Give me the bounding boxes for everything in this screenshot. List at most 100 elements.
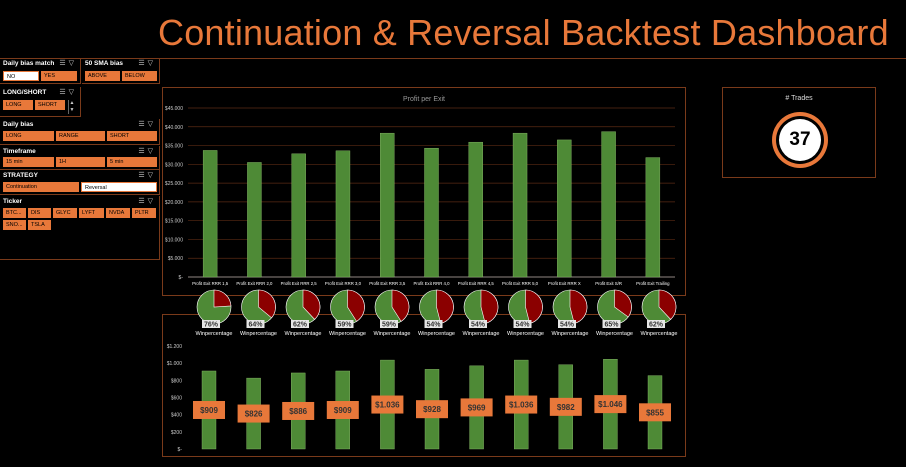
y-tick-label: $35.000 (165, 144, 183, 150)
clear-filter-icon[interactable]: ▽ (147, 172, 156, 179)
multi-select-icon[interactable]: ☰ (138, 60, 148, 67)
slicer-item-no[interactable]: NO (3, 71, 39, 81)
pie-value-box (335, 320, 354, 328)
pie-caption: Winpercentage (596, 331, 633, 337)
slicer-item-above[interactable]: ABOVE (85, 71, 120, 81)
slicer-item-long[interactable]: LONG (3, 131, 54, 141)
pie-value-box (513, 320, 532, 328)
slicer-item-dis[interactable]: DIS (28, 208, 51, 218)
pie-caption: Winpercentage (463, 331, 500, 337)
win-amount-chart-svg: $- $200 $400 $600 $800 $1.000 $1.200 $909 $826 $8… (167, 344, 671, 453)
multi-select-icon[interactable]: ☰ (138, 148, 148, 155)
slicer-item-btc[interactable]: BTC... (3, 208, 26, 218)
slicer-item-5min[interactable]: 5 min (107, 157, 157, 167)
slicer-icons[interactable]: ☰▽ (59, 88, 77, 96)
y-tick-label: $600 (171, 396, 182, 402)
scroll-up-icon[interactable]: ▲ (69, 100, 75, 106)
slicer-item-1h[interactable]: 1H (56, 157, 105, 167)
pie-caption: Winpercentage (507, 331, 544, 337)
y-tick-label: $30.000 (165, 162, 183, 168)
pie-loss-slice (302, 289, 321, 320)
win-value-box (282, 401, 315, 420)
slicer-icons[interactable]: ☰▽ (138, 59, 156, 67)
multi-select-icon[interactable]: ☰ (138, 172, 148, 179)
slicer-daily-bias-match: Daily bias match ☰▽ NO YES (0, 58, 81, 84)
pie-loss-slice (436, 289, 454, 324)
slicer-panel: Daily bias match ☰▽ NO YES 50 SMA bias ☰… (0, 58, 160, 260)
trades-ring-gap: 37 (776, 116, 824, 164)
multi-select-icon[interactable]: ☰ (138, 198, 148, 205)
y-tick-label: $25.000 (165, 181, 183, 187)
slicer-daily-bias: Daily bias ☰▽ LONG RANGE SHORT (0, 119, 160, 145)
slicer-icons[interactable]: ☰▽ (138, 147, 156, 155)
pie-caption: Winpercentage (240, 331, 277, 337)
slicer-item-tsla[interactable]: TSLA (28, 220, 51, 230)
clear-filter-icon[interactable]: ▽ (68, 89, 77, 96)
slicer-item-reversal[interactable]: Reversal (81, 182, 157, 192)
pie-loss-slice (658, 289, 677, 320)
pie-loss-slice (480, 289, 499, 324)
multi-select-icon[interactable]: ☰ (59, 60, 69, 67)
y-tick-label: $10.000 (165, 237, 183, 243)
clear-filter-icon[interactable]: ▽ (147, 148, 156, 155)
slicer-item-nvda[interactable]: NVDA (106, 208, 130, 218)
slicer-item-short[interactable]: SHORT (107, 131, 157, 141)
pie-value-label: 65% (604, 322, 619, 329)
pie-value-box (380, 320, 398, 328)
slicer-scrollbar[interactable]: ▲ ▼ (68, 100, 75, 114)
pie-value-box (602, 320, 621, 328)
clear-filter-icon[interactable]: ▽ (147, 121, 156, 128)
pie-value-label: 54% (560, 322, 575, 329)
pie-loss-slice (569, 289, 588, 324)
slicer-item-pltr[interactable]: PLTR (132, 208, 156, 218)
y-tick-label: $5.000 (168, 256, 184, 262)
pie-loss-slice (614, 289, 632, 318)
x-tick-label: Profit Exit Trailing (636, 281, 670, 286)
pie-caption: Winpercentage (418, 331, 455, 337)
slicer-long-short: LONG/SHORT ☰▽ LONG SHORT ▲ ▼ (0, 87, 81, 117)
multi-select-icon[interactable]: ☰ (59, 89, 69, 96)
slicer-item-continuation[interactable]: Continuation (3, 182, 79, 192)
slicer-item-yes[interactable]: YES (41, 71, 77, 81)
pie-loss-slice (213, 289, 232, 308)
pie-value-box (246, 320, 265, 328)
slicer-icons[interactable]: ☰▽ (138, 171, 156, 179)
slicer-strategy: STRATEGY ☰▽ Continuation Reversal (0, 170, 160, 195)
winpercentage-pies: 76% Winpercentage 64% Winpercentage 62% Winpe… (196, 289, 678, 337)
clear-filter-icon[interactable]: ▽ (147, 198, 156, 205)
win-value-box (237, 404, 270, 423)
slicer-icons[interactable]: ☰▽ (138, 197, 156, 205)
slicer-item-below[interactable]: BELOW (122, 71, 157, 81)
slicer-item-range[interactable]: RANGE (56, 131, 105, 141)
profit-bar (468, 141, 483, 278)
pie-value-label: 64% (248, 322, 263, 329)
slicer-item-long[interactable]: LONG (3, 100, 33, 110)
x-tick-label: Profit Exit RRR 2,5 (281, 281, 318, 286)
y-tick-label: $800 (171, 378, 182, 384)
profit-bar (247, 162, 262, 278)
slicer-title: STRATEGY (3, 172, 38, 179)
slicer-icons[interactable]: ☰▽ (138, 120, 156, 128)
y-tick-label: $200 (171, 430, 182, 436)
slicer-item-sno[interactable]: SNO... (3, 220, 26, 230)
slicer-item-15min[interactable]: 15 min (3, 157, 54, 167)
scroll-down-icon[interactable]: ▼ (69, 107, 75, 113)
slicer-item-short[interactable]: SHORT (35, 100, 65, 110)
trades-ring: 37 (772, 112, 828, 168)
pie-value-label: 76% (204, 322, 219, 329)
profit-bar (645, 157, 661, 278)
win-value-box (193, 400, 225, 419)
slicer-icons[interactable]: ☰▽ (59, 59, 77, 67)
clear-filter-icon[interactable]: ▽ (68, 60, 77, 67)
x-tick-label: Profit Exit RRR 3,0 (325, 281, 362, 286)
win-value-label: $982 (557, 403, 575, 412)
slicer-item-lyft[interactable]: LYFT (79, 208, 104, 218)
pie-caption: Winpercentage (196, 331, 233, 337)
slicer-item-glyc[interactable]: GLYC (53, 208, 77, 218)
pie-caption: Winpercentage (374, 331, 411, 337)
clear-filter-icon[interactable]: ▽ (147, 60, 156, 67)
pie-loss-slice (258, 289, 276, 319)
y-tick-label: $15.000 (165, 219, 183, 225)
multi-select-icon[interactable]: ☰ (138, 121, 148, 128)
slicer-title: LONG/SHORT (3, 89, 47, 96)
